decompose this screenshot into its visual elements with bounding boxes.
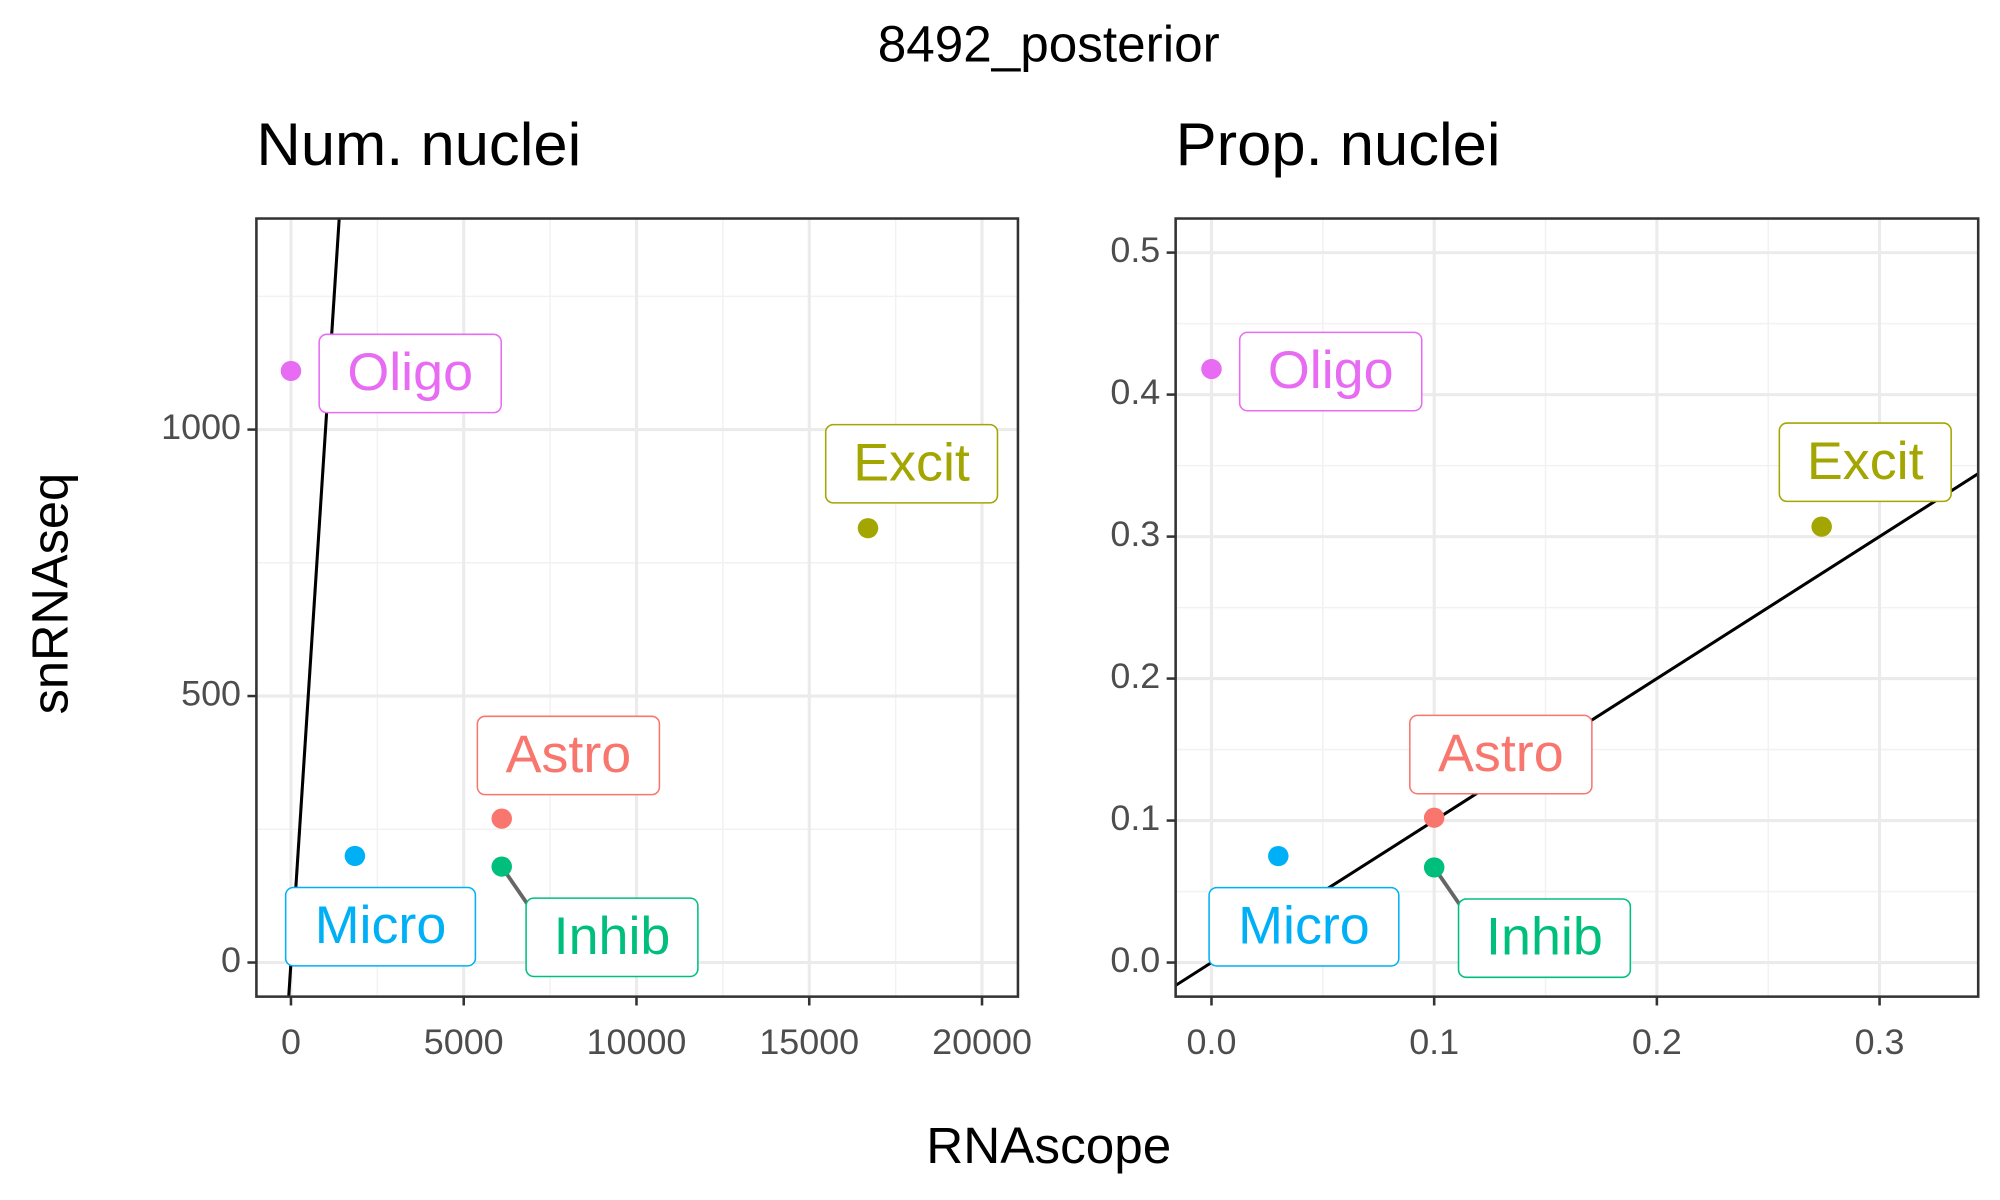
y-tick-label: 0: [221, 940, 241, 980]
x-tick-label: 15000: [759, 1022, 859, 1062]
panel-border: [1174, 217, 1980, 998]
point: [1268, 845, 1289, 867]
point-label: Excit: [1807, 432, 1924, 491]
x-tick-label: 5000: [424, 1022, 504, 1062]
point-label: Micro: [315, 897, 447, 956]
x-axis-title: RNAscope: [926, 1117, 1171, 1174]
x-tick-label: 0: [281, 1022, 301, 1062]
point-label: Excit: [853, 434, 970, 493]
point: [1201, 358, 1222, 380]
y-tick-label: 1000: [161, 407, 241, 447]
y-tick-label: 0.0: [1110, 940, 1160, 980]
point: [344, 845, 366, 867]
x-tick-label: 0.0: [1187, 1022, 1237, 1062]
x-tick-label: 0.1: [1409, 1022, 1459, 1062]
label-box: [525, 897, 699, 978]
panel-border: [255, 217, 1020, 998]
point-label: Micro: [1238, 897, 1370, 956]
point: [491, 808, 512, 829]
label-box: [476, 715, 661, 796]
point: [1423, 857, 1445, 878]
y-tick-label: 0.4: [1110, 372, 1160, 412]
label-box: [1409, 714, 1593, 795]
point-label: Inhib: [1486, 908, 1603, 967]
y-tick-label: 500: [181, 674, 241, 714]
y-tick-label: 0.5: [1110, 230, 1160, 270]
panel: 0.0 0.1 0.2 0.3 0.0 0.1 0.2 0.3 0.4 0.5 Astro Excit…: [1110, 217, 1980, 1062]
figure-title: 8492_posterior: [878, 16, 1220, 73]
point: [280, 360, 302, 382]
point: [1423, 807, 1445, 828]
label-box: [1778, 422, 1952, 503]
y-tick-label: 0.3: [1110, 514, 1160, 554]
point-label: Oligo: [347, 343, 473, 402]
point-label: Inhib: [554, 907, 671, 966]
y-axis-title: snRNAseq: [21, 473, 78, 714]
x-tick-label: 0.3: [1855, 1022, 1905, 1062]
x-tick-label: 10000: [587, 1022, 687, 1062]
point-label: Astro: [1438, 724, 1564, 783]
x-tick-label: 0.2: [1632, 1022, 1682, 1062]
point-label: Astro: [506, 725, 632, 784]
label-box: [824, 423, 999, 504]
panel-title: Prop. nuclei: [1176, 110, 1501, 177]
panel: 0 5000 10000 15000 20000 0 500 1000 Astro Excit In…: [161, 217, 1032, 1062]
y-tick-label: 0.1: [1110, 798, 1160, 838]
point: [857, 518, 879, 539]
point: [1811, 516, 1832, 537]
x-tick-label: 20000: [932, 1022, 1032, 1062]
label-box: [1208, 886, 1400, 967]
label-box: [1457, 898, 1632, 979]
point-label: Oligo: [1268, 341, 1394, 400]
label-box: [318, 333, 502, 414]
point: [491, 856, 512, 877]
y-tick-label: 0.2: [1110, 656, 1160, 696]
label-box: [284, 886, 477, 967]
panel-title: Num. nuclei: [256, 110, 581, 177]
label-box: [1238, 331, 1423, 412]
